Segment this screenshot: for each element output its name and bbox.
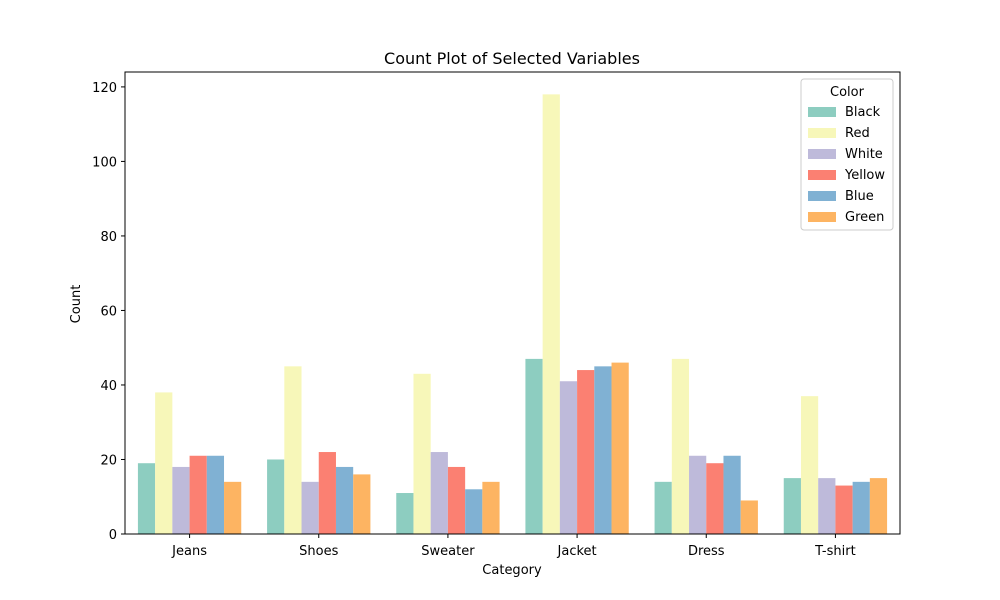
legend-swatch-green bbox=[808, 212, 836, 222]
bar-black-jeans bbox=[137, 463, 156, 534]
bar-red-sweater bbox=[413, 373, 431, 534]
x-tick-label: Shoes bbox=[299, 544, 338, 559]
legend-swatch-black bbox=[808, 107, 836, 117]
x-tick-label: Dress bbox=[688, 544, 725, 559]
bar-green-t-shirt bbox=[869, 478, 888, 534]
bar-green-sweater bbox=[482, 481, 500, 534]
chart-title: Count Plot of Selected Variables bbox=[384, 49, 640, 68]
x-axis-label: Category bbox=[482, 563, 542, 578]
plot-frame bbox=[124, 71, 901, 535]
legend-label-white: White bbox=[845, 147, 883, 162]
bar-blue-t-shirt bbox=[852, 481, 870, 534]
x-tick-label: Sweater bbox=[421, 544, 475, 559]
y-tick-label: 120 bbox=[92, 81, 117, 96]
bar-white-jacket bbox=[559, 381, 578, 534]
bar-yellow-jacket bbox=[577, 370, 595, 534]
bars-layer bbox=[137, 94, 888, 534]
legend-label-green: Green bbox=[845, 210, 884, 225]
bar-white-shoes bbox=[301, 481, 319, 534]
bar-green-jacket bbox=[611, 362, 629, 534]
x-tick-label: Jacket bbox=[557, 544, 597, 559]
bar-blue-shoes bbox=[335, 466, 354, 534]
y-tick-label: 40 bbox=[100, 379, 117, 394]
bar-red-t-shirt bbox=[800, 396, 819, 534]
bar-black-sweater bbox=[396, 493, 414, 534]
bar-black-jacket bbox=[525, 358, 543, 534]
legend-label-blue: Blue bbox=[845, 189, 874, 204]
bar-blue-sweater bbox=[465, 489, 483, 534]
bar-yellow-shoes bbox=[318, 452, 336, 534]
legend-swatch-white bbox=[808, 149, 836, 159]
bar-green-jeans bbox=[224, 481, 242, 534]
bar-blue-jacket bbox=[594, 366, 612, 534]
bar-yellow-sweater bbox=[447, 466, 466, 534]
bar-blue-jeans bbox=[206, 455, 225, 534]
legend-swatch-red bbox=[808, 128, 836, 138]
bar-red-dress bbox=[671, 358, 690, 534]
bar-green-shoes bbox=[353, 474, 371, 534]
x-tick-label: Jeans bbox=[171, 544, 207, 559]
legend-label-yellow: Yellow bbox=[844, 168, 885, 183]
bar-red-jeans bbox=[155, 392, 173, 534]
bar-yellow-jeans bbox=[189, 455, 207, 534]
bar-black-shoes bbox=[267, 459, 285, 534]
legend-swatch-blue bbox=[808, 191, 836, 201]
y-tick-label: 0 bbox=[109, 528, 117, 543]
legend: Color Black Red White Yellow Blue Green bbox=[800, 78, 894, 231]
bar-yellow-t-shirt bbox=[835, 485, 853, 534]
bar-red-shoes bbox=[284, 366, 302, 534]
y-axis-label: Count bbox=[69, 285, 84, 324]
x-axis-ticks: Jeans Shoes Sweater Jacket Dress T-shirt bbox=[171, 534, 856, 559]
legend-swatch-yellow bbox=[808, 170, 836, 180]
bar-blue-dress bbox=[723, 455, 741, 534]
legend-title: Color bbox=[830, 85, 865, 100]
y-tick-label: 80 bbox=[100, 230, 117, 245]
bar-black-dress bbox=[654, 481, 672, 534]
y-tick-label: 20 bbox=[100, 453, 117, 468]
y-axis-ticks: 0 20 40 60 80 100 120 bbox=[92, 81, 125, 543]
bar-yellow-dress bbox=[706, 463, 724, 534]
bar-black-t-shirt bbox=[783, 478, 801, 534]
legend-label-black: Black bbox=[845, 105, 881, 120]
legend-label-red: Red bbox=[845, 126, 870, 141]
bar-green-dress bbox=[740, 500, 758, 534]
bar-white-t-shirt bbox=[818, 478, 836, 534]
y-tick-label: 60 bbox=[100, 304, 117, 319]
bar-white-sweater bbox=[430, 452, 448, 534]
x-tick-label: T-shirt bbox=[814, 544, 856, 559]
bar-white-dress bbox=[689, 455, 707, 534]
bar-white-jeans bbox=[172, 466, 190, 534]
y-tick-label: 100 bbox=[92, 155, 117, 170]
bar-red-jacket bbox=[542, 94, 560, 534]
